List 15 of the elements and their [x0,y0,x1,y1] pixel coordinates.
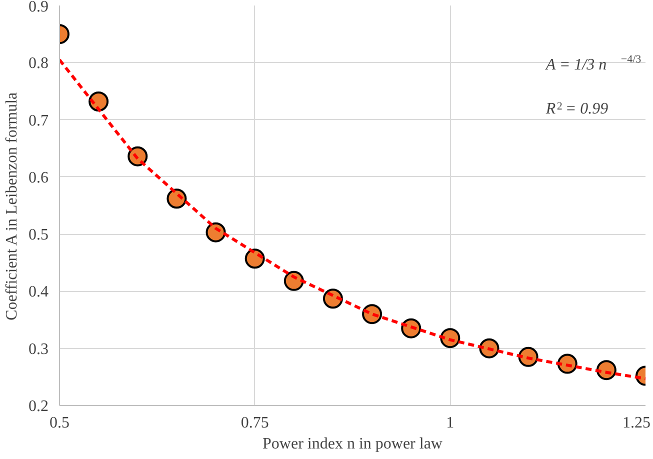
y-tick-label: 0.5 [28,226,48,244]
y-tick-label: 0.3 [28,340,48,358]
y-tick-label: 0.7 [28,112,48,130]
y-tick-label: 0.4 [28,284,48,301]
y-tick-label: 0.6 [28,169,48,186]
y-tick-label: 0.8 [28,55,48,72]
y-tick-label: 0.9 [28,0,48,16]
x-axis-title: Power index n in power law [262,436,443,452]
annotation: A = 1/3 n−4/3 [544,54,642,74]
x-tick-label: 1.25 [622,414,650,432]
x-tick-label: 1 [446,414,454,432]
y-axis-title: Coefficient A in Leibenzon formula [4,92,20,320]
x-tick-label: 0.75 [240,414,269,432]
x-tick-label: 0.5 [50,414,70,432]
y-tick-label: 0.2 [28,398,48,415]
